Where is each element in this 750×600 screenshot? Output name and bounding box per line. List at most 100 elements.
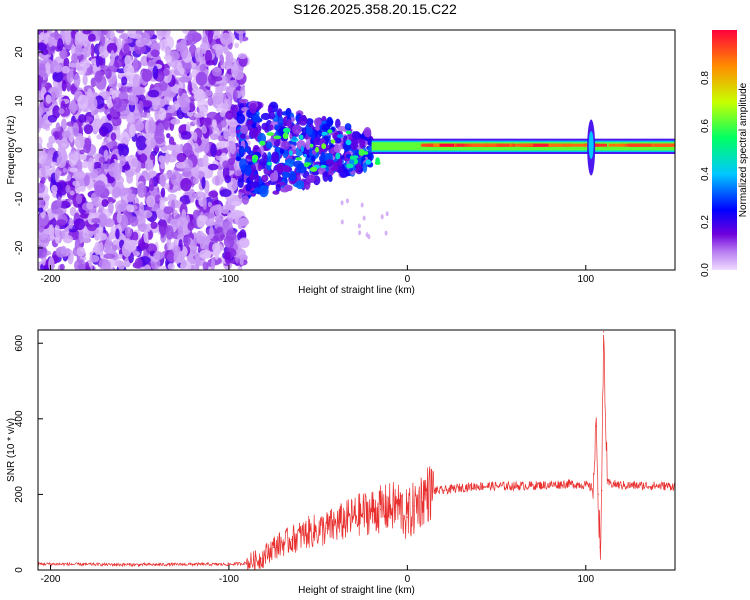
snr-data-point [460,487,462,489]
heatmap-noise-blob [38,149,47,165]
heatmap-outlier-blob [365,232,369,238]
heatmap-transition-blob [311,155,316,162]
heatmap-noise-blob [234,42,239,49]
heatmap-noise-blob [89,254,100,263]
heatmap-band-core [533,143,549,147]
heatmap-noise-blob [105,68,112,79]
heatmap-noise-blob [156,209,163,220]
heatmap-signal-blob [309,143,314,148]
heatmap-noise-blob [79,149,85,155]
heatmap-noise-blob [165,225,174,240]
heatmap-transition-blob [298,115,308,126]
heatmap-signal-blob [320,164,327,169]
snr-data-point [362,512,364,514]
heatmap-noise-blob [147,119,156,134]
heatmap-transition-blob [237,177,244,188]
snr-data-point [344,520,346,522]
heatmap-transition-blob [333,144,342,153]
heatmap-noise-blob [72,122,79,137]
heatmap-noise-blob [132,86,143,96]
snr-data-point [397,505,400,507]
heatmap-noise-blob [237,217,250,227]
heatmap-noise-blob [199,64,207,72]
heatmap-transition-blob [249,181,259,189]
heatmap-noise-blob [74,44,83,56]
heatmap-noise-blob [88,33,96,42]
heatmap-signal-blob [315,146,319,153]
heatmap-noise-blob [204,89,213,97]
heatmap-noise-blob [77,94,89,109]
heatmap-noise-blob [167,193,177,201]
heatmap-noise-blob [157,265,168,270]
heatmap-noise-blob [215,175,220,186]
heatmap-transition-blob [266,141,273,149]
snr-data-point [592,488,594,490]
heatmap-transition-blob [340,155,345,160]
heatmap-noise-blob [95,54,100,68]
heatmap-noise-blob [176,152,187,163]
heatmap-noise-blob [100,30,109,36]
heatmap-noise-blob [59,263,65,270]
heatmap-transition-blob [275,183,281,192]
heatmap-band-core [472,143,497,147]
heatmap-noise-blob [123,64,135,76]
heatmap-noise-blob [192,177,199,185]
heatmap-transition-blob [281,140,290,150]
heatmap-noise-blob [99,34,106,47]
heatmap-noise-blob [152,65,159,80]
heatmap-noise-blob [222,160,230,169]
heatmap-noise-blob [176,61,183,72]
heatmap-transition-blob [305,174,316,183]
heatmap-band-core [619,143,631,147]
heatmap-outlier-blob [358,230,362,236]
heatmap-noise-blob [64,31,71,42]
heatmap-transition-blob [264,126,270,133]
heatmap-noise-blob [207,163,219,171]
snr-data-point [442,490,444,492]
heatmap-noise-blob [146,60,157,67]
heatmap-noise-blob [179,76,189,83]
heatmap-transition-blob [240,124,249,135]
heatmap-noise-blob [126,193,135,203]
heatmap-noise-blob [193,89,206,103]
heatmap-signal-blob [259,140,266,146]
heatmap-noise-blob [40,123,50,129]
snr-data-point [260,558,262,560]
heatmap-noise-blob [205,60,215,66]
snr-data-point [597,493,599,496]
heatmap-noise-blob [41,167,46,177]
heatmap-noise-blob [127,95,139,106]
colorbar-tick-label: 0.2 [700,215,711,229]
heatmap-noise-blob [187,221,195,231]
heatmap-noise-blob [154,108,160,120]
heatmap-noise-blob [183,235,191,248]
heatmap-marks [38,30,675,270]
heatmap-transition-blob [261,174,269,183]
heatmap-transition-blob [243,147,250,152]
heatmap-noise-blob [67,174,72,181]
heatmap-spike-core [588,131,594,160]
snr-y-axis-label: SNR (10 * v/v) [6,418,17,482]
snr-data-point [603,331,605,333]
heatmap-transition-blob [322,171,329,182]
snr-x-tick-label: -100 [219,574,239,585]
heatmap-transition-blob [325,159,334,166]
heatmap-noise-blob [212,43,224,51]
colorbar [712,30,737,270]
heatmap-transition-blob [270,151,280,164]
heatmap-noise-blob [38,233,50,248]
heatmap-noise-blob [61,65,70,74]
heatmap-noise-blob [52,71,64,82]
heatmap-noise-blob [118,143,128,158]
heatmap-noise-blob [52,105,61,119]
heatmap-noise-blob [201,125,207,134]
heatmap-noise-blob [158,107,167,121]
heatmap-transition-blob [305,118,314,126]
heatmap-noise-blob [57,38,64,52]
heatmap-noise-blob [194,251,201,262]
heatmap-noise-blob [219,54,224,66]
heatmap-noise-blob [55,219,67,227]
heatmap-noise-blob [168,136,175,146]
heatmap-noise-blob [130,240,139,246]
